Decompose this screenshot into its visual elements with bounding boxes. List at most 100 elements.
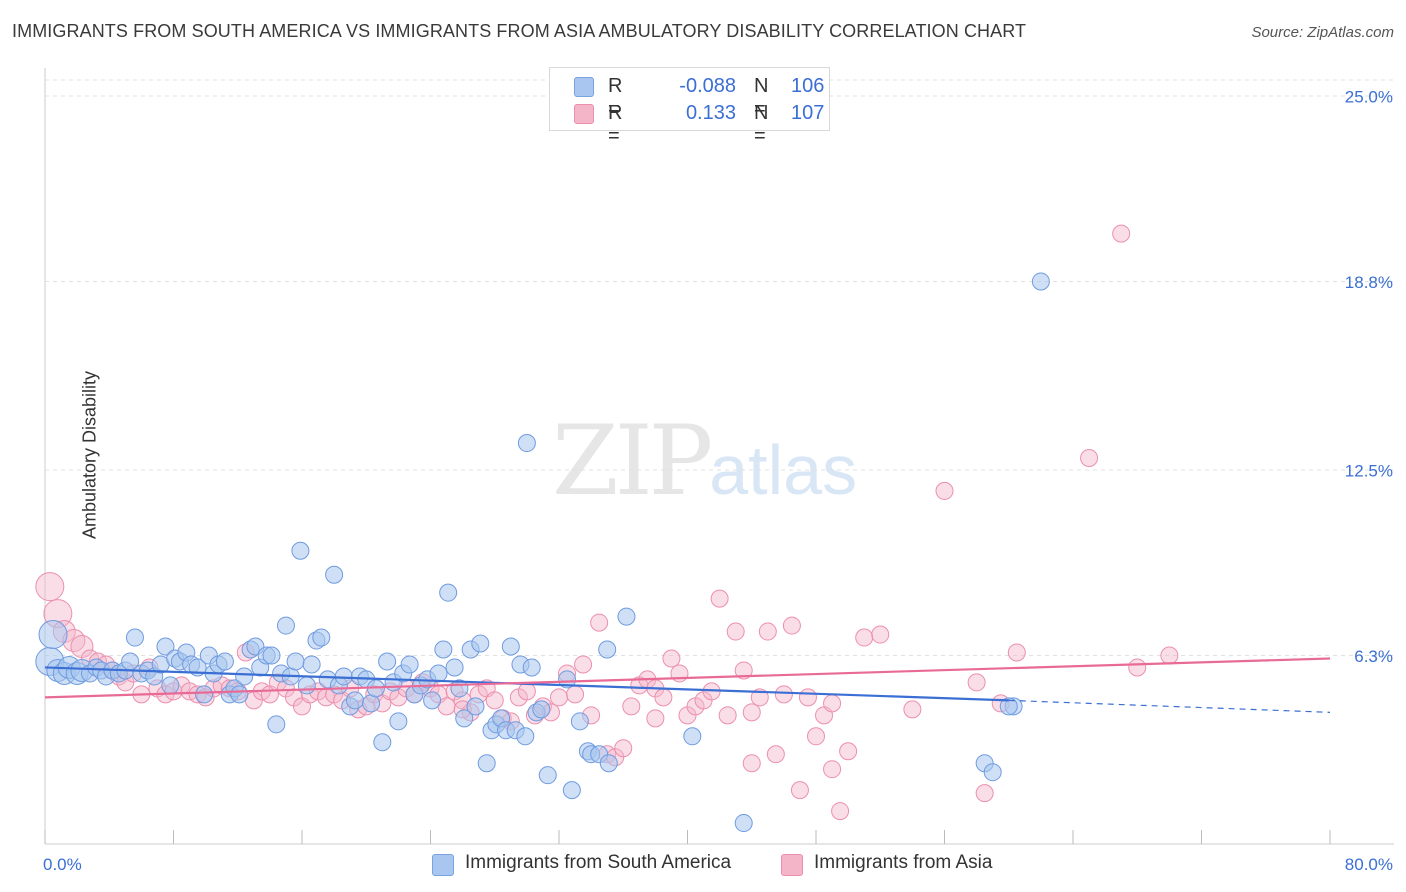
point-asia [718, 706, 737, 725]
point-asia [807, 727, 825, 746]
point-south-america [346, 691, 365, 710]
point-asia [566, 685, 585, 704]
point-south-america [570, 712, 589, 731]
point-asia [710, 589, 729, 608]
point-asia [550, 688, 568, 707]
point-asia [35, 572, 65, 602]
watermark-zip: ZIP [552, 405, 713, 517]
point-south-america [999, 697, 1018, 716]
point-asia [1080, 449, 1099, 468]
chart-title: IMMIGRANTS FROM SOUTH AMERICA VS IMMIGRA… [12, 21, 1027, 41]
point-south-america [477, 754, 496, 773]
y-axis-label: Ambulatory Disability [79, 370, 100, 540]
point-south-america [683, 727, 702, 746]
point-asia [614, 739, 633, 758]
point-asia [790, 781, 809, 800]
point-south-america [429, 664, 448, 683]
point-south-america [558, 670, 577, 689]
legend-n-value: 107 [791, 102, 825, 124]
point-asia [654, 688, 673, 707]
point-asia [485, 691, 504, 710]
point-south-america [516, 727, 535, 746]
point-south-america [455, 709, 474, 728]
point-asia [1160, 646, 1179, 665]
legend-r-label: R = [608, 75, 623, 120]
point-south-america [532, 700, 551, 719]
point-south-america [538, 766, 557, 785]
point-asia [1007, 643, 1026, 662]
point-south-america [562, 781, 581, 800]
point-south-america [161, 676, 180, 695]
point-asia [975, 784, 994, 803]
legend-label-asia: Immigrants from Asia [814, 852, 993, 873]
point-south-america [501, 637, 520, 656]
point-south-america [400, 655, 419, 674]
point-asia [903, 700, 922, 719]
legend-swatch-south-america [432, 854, 454, 876]
point-asia [517, 682, 536, 701]
point-south-america [156, 637, 175, 656]
point-asia [766, 745, 785, 764]
point-south-america [302, 655, 321, 674]
point-south-america [445, 658, 464, 677]
point-south-america [466, 697, 485, 716]
legend-swatch-asia [574, 104, 594, 124]
point-south-america [297, 676, 316, 695]
point-south-america [291, 541, 310, 560]
source-label: Source: ZipAtlas.com [1251, 24, 1394, 41]
point-asia [590, 613, 609, 632]
point-south-america [312, 628, 331, 647]
point-south-america [215, 652, 234, 671]
point-south-america [378, 652, 397, 671]
point-asia [750, 688, 769, 707]
point-south-america [262, 646, 281, 665]
point-south-america [286, 652, 305, 671]
point-asia [855, 628, 874, 647]
trendline-south-america [44, 666, 1009, 702]
point-south-america [617, 607, 636, 626]
point-asia [1112, 224, 1131, 243]
x-tick-label: 80.0% [1345, 855, 1393, 874]
point-south-america [734, 814, 753, 833]
point-asia [782, 616, 801, 635]
y-tick-label: 6.3% [1354, 647, 1393, 666]
legend-n-value: 106 [791, 75, 825, 97]
point-south-america [599, 754, 618, 773]
point-asia [726, 622, 745, 641]
point-asia [742, 754, 761, 773]
point-asia [798, 688, 817, 707]
point-asia [1128, 658, 1147, 677]
legend-n-label: N = [754, 75, 769, 120]
point-south-america [373, 733, 392, 752]
y-tick-label: 18.8% [1345, 273, 1393, 292]
point-asia [823, 760, 842, 779]
point-south-america [362, 694, 381, 713]
legend-r-value: -0.088 [679, 75, 736, 97]
legend-swatch-asia [781, 854, 803, 876]
point-asia [967, 673, 986, 692]
trendline-asia [44, 657, 1331, 699]
point-south-america [471, 634, 490, 653]
point-asia [742, 703, 761, 722]
point-asia [774, 685, 793, 704]
point-south-america [434, 640, 453, 659]
point-south-america [1031, 272, 1050, 291]
x-tick-label: 0.0% [43, 855, 82, 874]
point-asia [622, 697, 641, 716]
trendline-south-america-extension [1008, 699, 1331, 713]
correlation-legend: R = -0.088 N = 106 R = 0.133 N = 107 [549, 67, 830, 147]
legend-n-label: N = [754, 102, 769, 147]
legend-r-label: R = [608, 102, 623, 147]
point-south-america [235, 667, 254, 686]
point-south-america [522, 658, 541, 677]
point-asia [935, 481, 954, 500]
point-asia [574, 655, 593, 674]
point-south-america [125, 628, 144, 647]
legend-r-value: 0.133 [685, 102, 736, 124]
point-south-america [325, 565, 344, 584]
point-asia [758, 622, 777, 641]
point-south-america [230, 685, 249, 704]
y-tick-label: 25.0% [1345, 87, 1393, 106]
point-asia [662, 649, 681, 668]
